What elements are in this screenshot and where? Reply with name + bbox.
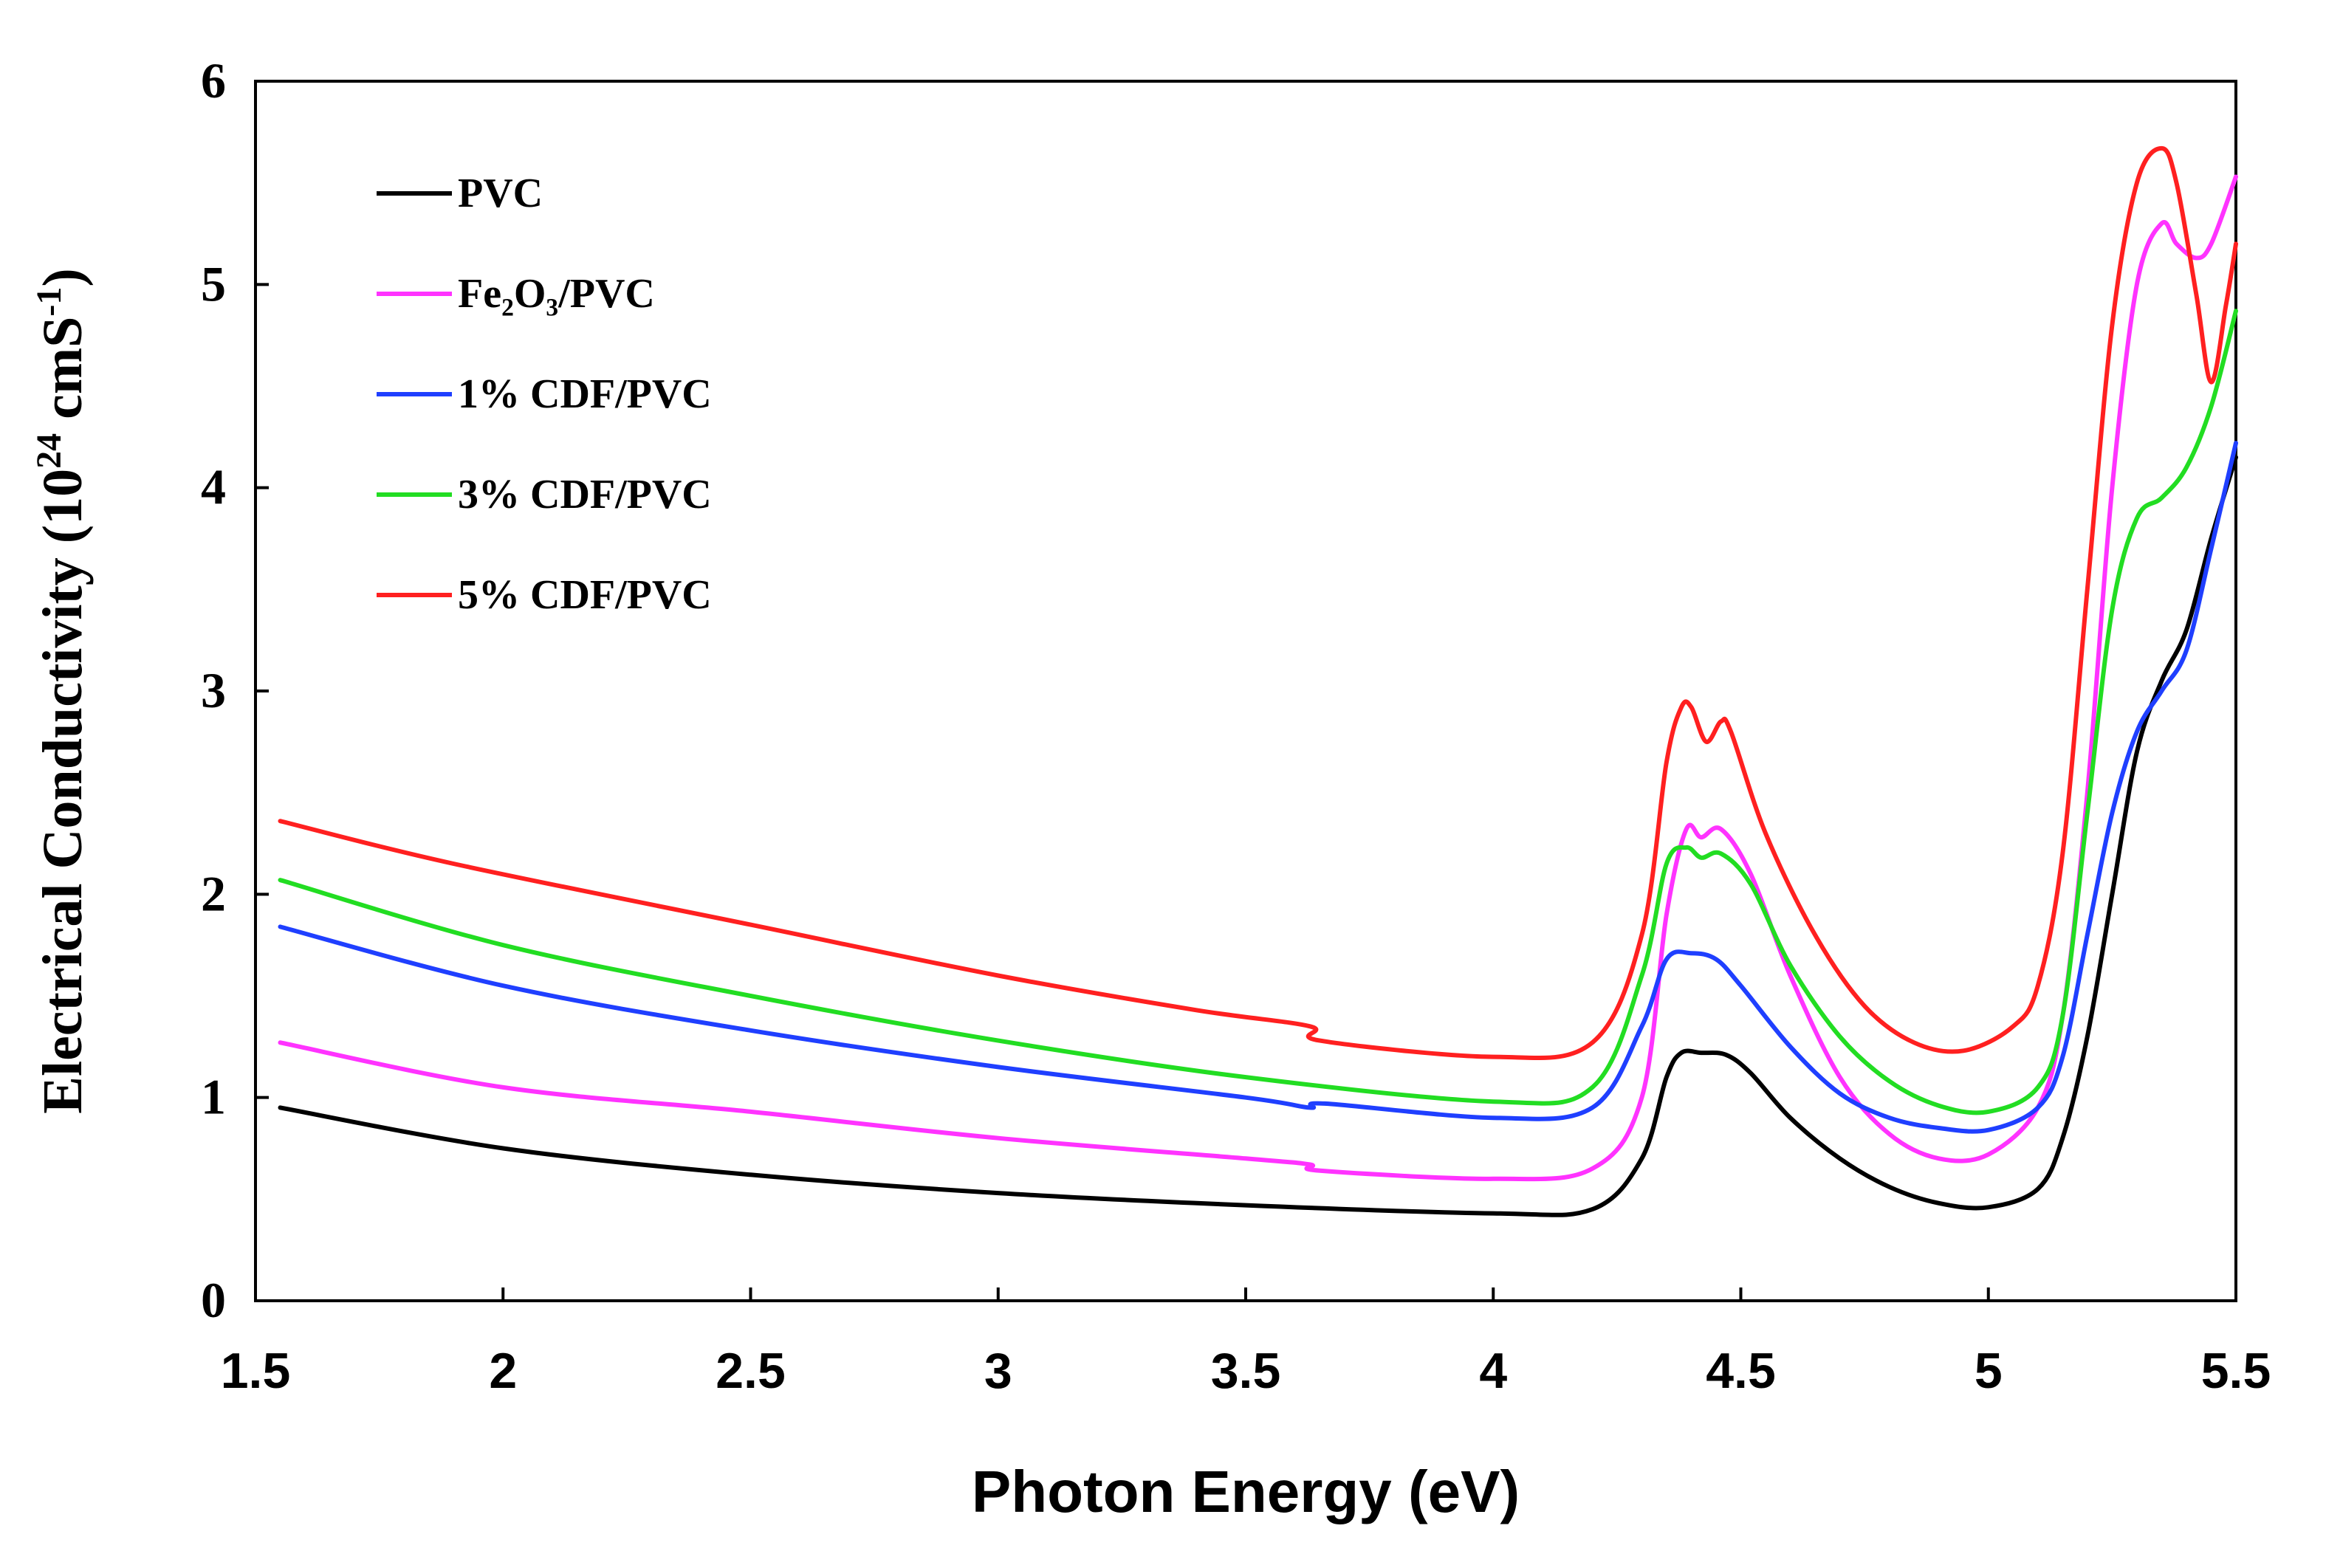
- y-tick-label: 0: [201, 1272, 226, 1328]
- series-line-4: [278, 145, 2238, 1060]
- x-tick-label: 2.5: [716, 1343, 786, 1399]
- legend-label: 1% CDF/PVC: [458, 371, 712, 417]
- legend-label: 3% CDF/PVC: [458, 472, 712, 517]
- legend-label: 5% CDF/PVC: [458, 572, 712, 618]
- x-tick-label: 5: [1975, 1343, 2003, 1399]
- y-tick-label: 4: [201, 459, 226, 515]
- plot-frame: [254, 80, 2237, 1302]
- y-tick-label: 3: [201, 662, 226, 718]
- x-axis: 1.5 2 2.5 3 3.5 4 4.5 5 5.5: [221, 1287, 2271, 1399]
- series-line-0: [278, 455, 2238, 1217]
- y-tick-label: 2: [201, 865, 226, 921]
- y-axis: 0 1 2 3 4 5 6: [201, 52, 269, 1328]
- x-tick-label: 3.5: [1211, 1343, 1281, 1399]
- y-axis-label-mid: cmS: [32, 317, 94, 433]
- x-tick-label: 3: [984, 1343, 1012, 1399]
- x-tick-label: 1.5: [221, 1343, 291, 1399]
- y-tick-label: 5: [201, 255, 226, 312]
- series-line-1: [278, 174, 2238, 1182]
- y-tick-label: 6: [201, 52, 226, 109]
- y-axis-label-end: ): [32, 268, 94, 286]
- y-tick-label: 1: [201, 1069, 226, 1125]
- legend-label: PVC: [458, 171, 543, 216]
- series-line-2: [278, 441, 2238, 1134]
- y-axis-label-sup1: 24: [30, 433, 69, 469]
- x-axis-label: Photon Energy (eV): [972, 1459, 1520, 1524]
- y-axis-label: Electrical Conductivity (1024 cmS-1): [30, 268, 94, 1113]
- x-tick-label: 4: [1479, 1343, 1507, 1399]
- x-tick-label: 4.5: [1706, 1343, 1776, 1399]
- series-lines: [278, 145, 2238, 1217]
- legend: PVC Fe₂O₃/PVC 1% CDF/PVC 3% CDF/PVC 5% CDF/P…: [377, 171, 712, 618]
- x-tick-label: 5.5: [2201, 1343, 2271, 1399]
- y-axis-label-main: Electrical Conductivity (10: [32, 469, 94, 1114]
- series-line-3: [278, 309, 2238, 1115]
- y-axis-label-sup2: -1: [30, 287, 69, 317]
- legend-label: Fe₂O₃/PVC: [458, 271, 655, 317]
- x-tick-label: 2: [489, 1343, 517, 1399]
